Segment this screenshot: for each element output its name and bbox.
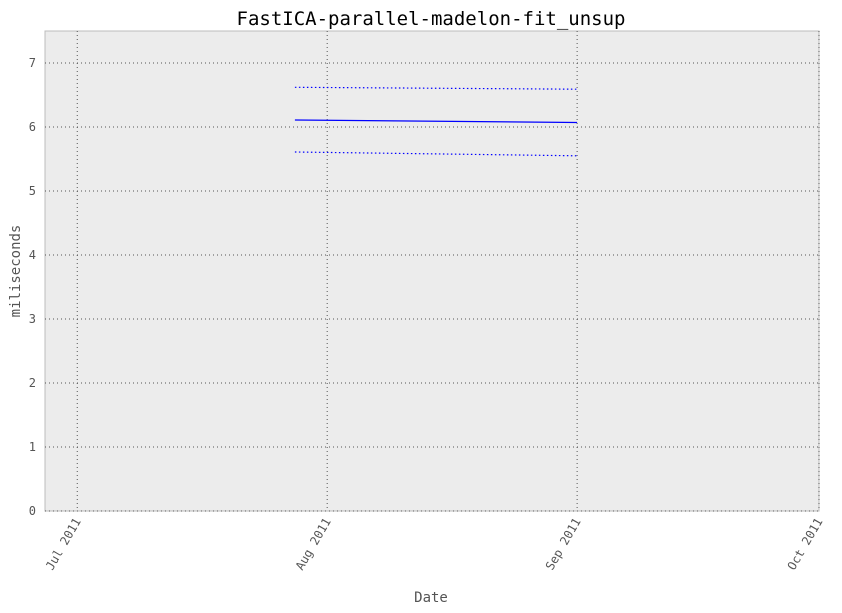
x-tick-labels: Jul 2011 Aug 2011 Sep 2011 Oct 2011 <box>43 516 826 573</box>
y-tick-label: 1 <box>29 440 36 454</box>
x-tick-label: Oct 2011 <box>785 516 826 573</box>
y-tick-label: 3 <box>29 312 36 326</box>
plot-area <box>44 30 820 512</box>
y-tick-label: 2 <box>29 376 36 390</box>
y-tick-labels: 0 1 2 3 4 5 6 7 <box>29 56 36 518</box>
series-line-upper <box>294 86 578 90</box>
x-axis-label: Date <box>414 590 448 606</box>
series-group <box>294 86 578 157</box>
y-tick-label: 6 <box>29 120 36 134</box>
x-tick-label: Aug 2011 <box>293 516 334 573</box>
grid <box>45 31 820 512</box>
series-line-lower <box>294 151 578 157</box>
y-tick-label: 4 <box>29 248 36 262</box>
y-axis-label: miliseconds <box>8 225 24 318</box>
series-line-mean <box>294 119 578 124</box>
chart-title: FastICA-parallel-madelon-fit_unsup <box>237 8 626 30</box>
y-tick-label: 0 <box>29 504 36 518</box>
x-tick-label: Sep 2011 <box>543 516 584 573</box>
y-tick-label: 5 <box>29 184 36 198</box>
x-tick-label: Jul 2011 <box>43 516 84 573</box>
y-tick-label: 7 <box>29 56 36 70</box>
